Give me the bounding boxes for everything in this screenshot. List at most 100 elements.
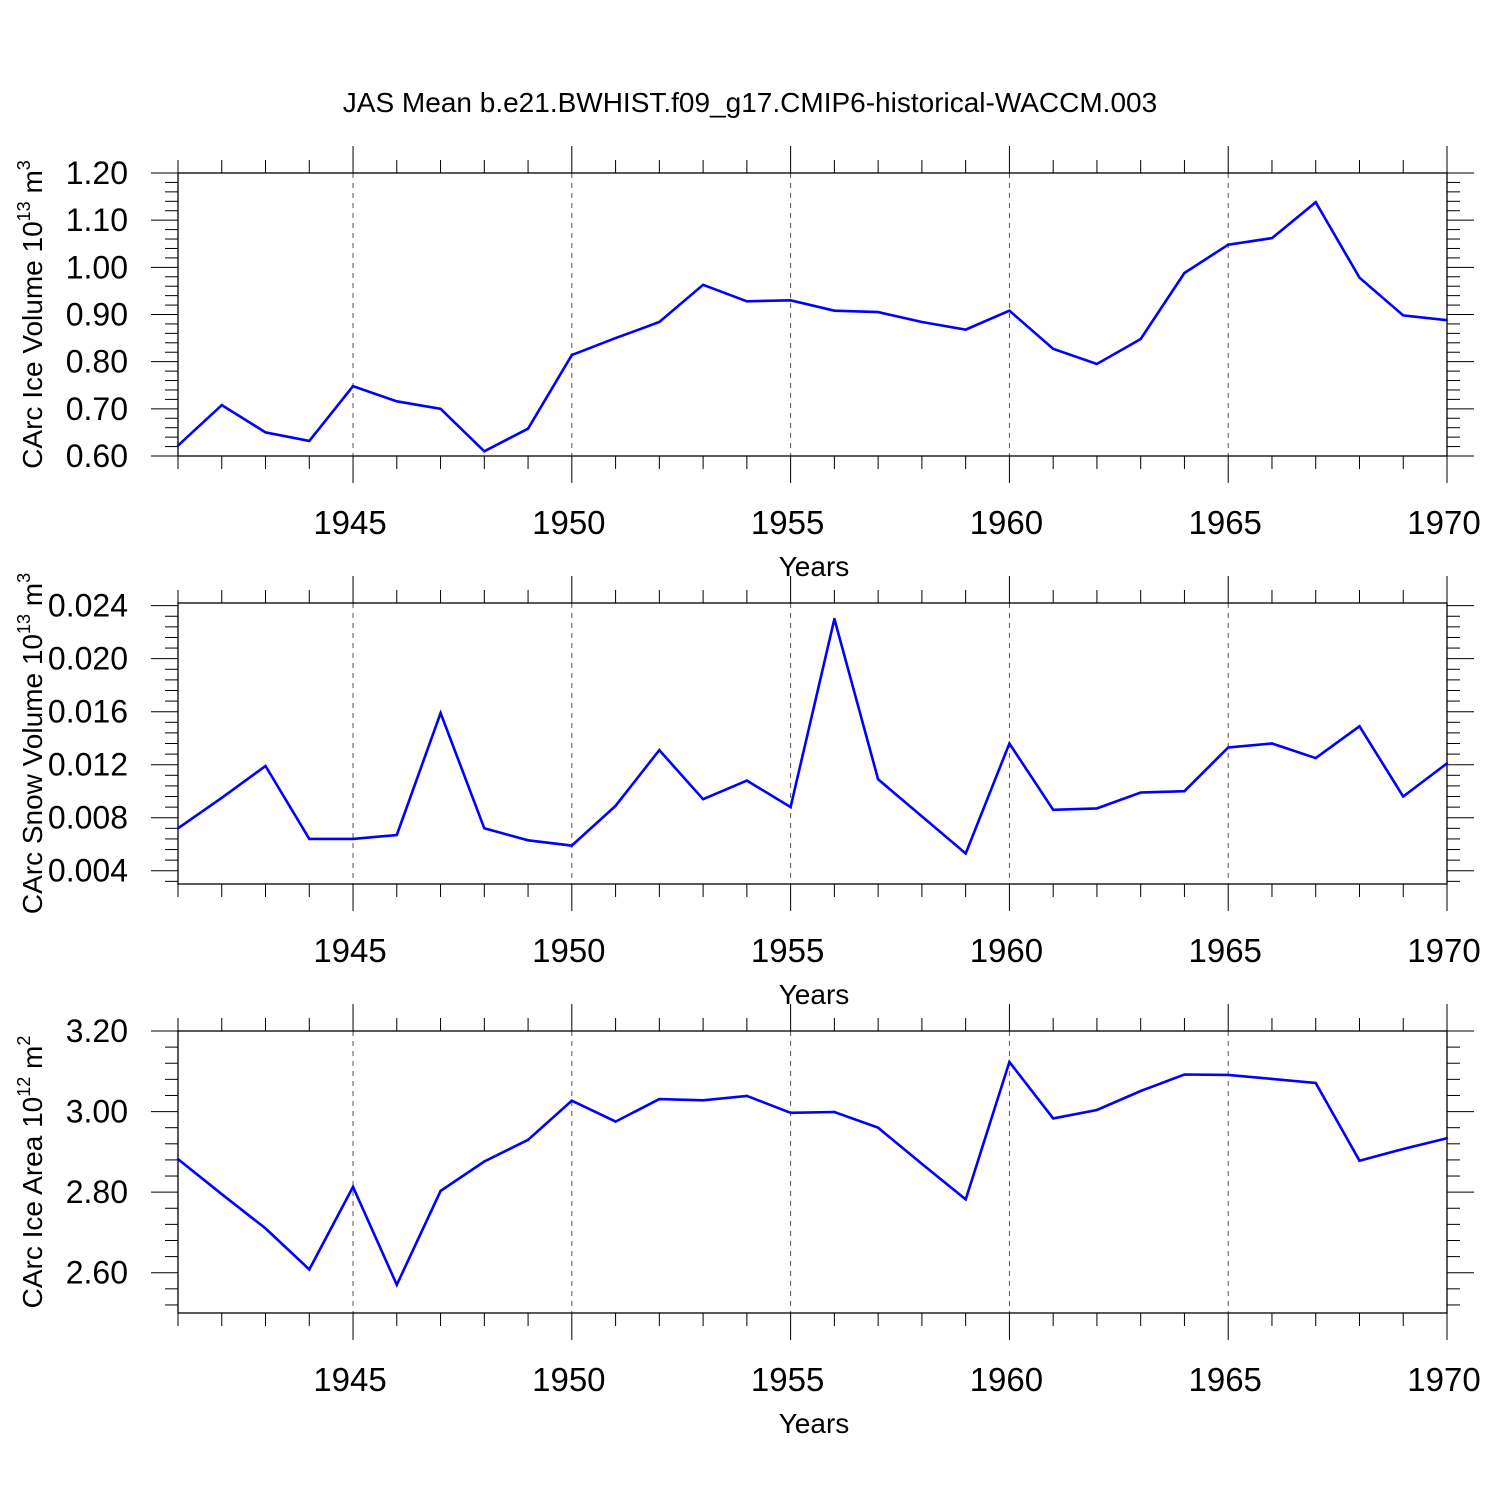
data-point [264,431,267,434]
y-tick-label: 3.20 [66,1013,128,1049]
data-point [395,400,398,403]
data-point [395,833,398,837]
data-point [920,815,924,818]
y-tick-label: 0.004 [48,853,128,889]
data-point [351,837,355,841]
data-point [1270,236,1274,240]
y-axis-title-unit-exponent: 2 [14,1036,34,1046]
data-point [570,353,574,357]
data-point [308,439,311,443]
y-tick-label: 0.70 [66,391,128,427]
data-point [1139,1089,1142,1093]
data-point [1402,795,1405,798]
series-line [177,618,1448,856]
data-point [1183,790,1186,793]
y-tick-label: 0.024 [48,588,128,624]
data-point [1358,725,1361,728]
data-point [1183,1073,1186,1076]
data-point [920,1162,924,1166]
x-tick-label: 1960 [970,932,1043,969]
y-tick-label: 0.012 [48,747,128,783]
data-point [701,1099,705,1102]
plot-frame [177,1030,1448,1314]
y-tick-label: 3.00 [66,1094,128,1130]
data-point [570,1099,574,1102]
data-point [1227,1073,1230,1077]
chart-title: JAS Mean b.e21.BWHIST.f09_g17.CMIP6-hist… [343,87,1157,118]
x-tick-label: 1945 [313,932,386,969]
data-point [701,283,705,286]
data-point [1183,271,1186,275]
data-point [745,300,749,303]
data-point [1095,362,1099,366]
data-point [483,450,486,453]
data-point [1314,1081,1317,1085]
data-point [351,1185,355,1189]
data-point [745,1094,749,1098]
x-tick-label: 1955 [751,504,824,541]
y-axis-title-unit-exponent: 3 [14,160,34,170]
data-point [526,427,530,430]
y-axis-title: CArc Ice Area 1012 m2 [14,1036,48,1309]
data-point [176,444,180,447]
data-point [789,805,792,809]
data-point [308,837,311,841]
series-line [177,1059,1448,1288]
data-point [1139,337,1142,341]
data-point [1095,1108,1099,1112]
data-point [833,309,836,312]
plot-frame [177,172,1448,457]
data-point [220,403,223,407]
data-point [176,827,180,830]
y-tick-label: 0.60 [66,438,128,474]
y-tick-label: 1.10 [66,202,128,238]
data-point [658,748,661,752]
data-point [614,804,617,807]
y-tick-label: 0.90 [66,297,128,333]
data-point [1227,746,1230,749]
data-point [1051,1117,1055,1120]
data-point [1227,243,1230,246]
data-point [876,1126,880,1129]
y-tick-label: 0.020 [48,641,128,677]
y-axis-title-unit: m [17,583,48,614]
y-axis-title-unit: m [17,170,48,201]
data-point [1445,318,1449,322]
x-tick-label: 1945 [313,504,386,541]
data-point [483,1160,486,1163]
data-point [658,320,661,324]
data-point [1095,807,1099,810]
data-point [1402,1147,1405,1151]
data-point [658,1097,661,1101]
x-tick-label: 1950 [532,504,605,541]
chart-panels: 0.60 0.70 0.80 0.90 1.00 1.10 1.20 1945 1950 1955… [14,146,1481,1439]
data-point [1445,1136,1449,1140]
data-point [833,1110,836,1114]
x-tick-label: 1960 [970,1361,1043,1398]
y-axis-title-text: CArc Ice Volume 10 [17,221,48,468]
panel-1: 0.60 0.70 0.80 0.90 1.00 1.10 1.20 1945 1950 1955… [14,146,1481,582]
data-point [789,1111,792,1114]
plot-frame [177,602,1448,885]
data-point [1008,309,1011,312]
x-tick-label: 1970 [1407,1361,1480,1398]
data-point [1008,1060,1011,1064]
data-point [483,827,486,830]
data-point [220,796,223,800]
data-point [526,839,530,842]
y-tick-label: 0.80 [66,344,128,380]
data-point [614,336,617,340]
y-axis-title-unit: m [17,1046,48,1077]
x-axis-title: Years [779,979,850,1010]
data-point [439,711,442,715]
data-point [1051,347,1055,351]
x-tick-label: 1970 [1407,932,1480,969]
data-point [1402,314,1405,317]
x-tick-label: 1965 [1188,504,1261,541]
x-axis-title: Years [779,551,850,582]
data-point [220,1192,223,1196]
x-tick-label: 1960 [970,504,1043,541]
y-axis-title-text: CArc Snow Volume 10 [17,634,48,914]
y-tick-label: 2.80 [66,1174,128,1210]
x-tick-label: 1955 [751,932,824,969]
